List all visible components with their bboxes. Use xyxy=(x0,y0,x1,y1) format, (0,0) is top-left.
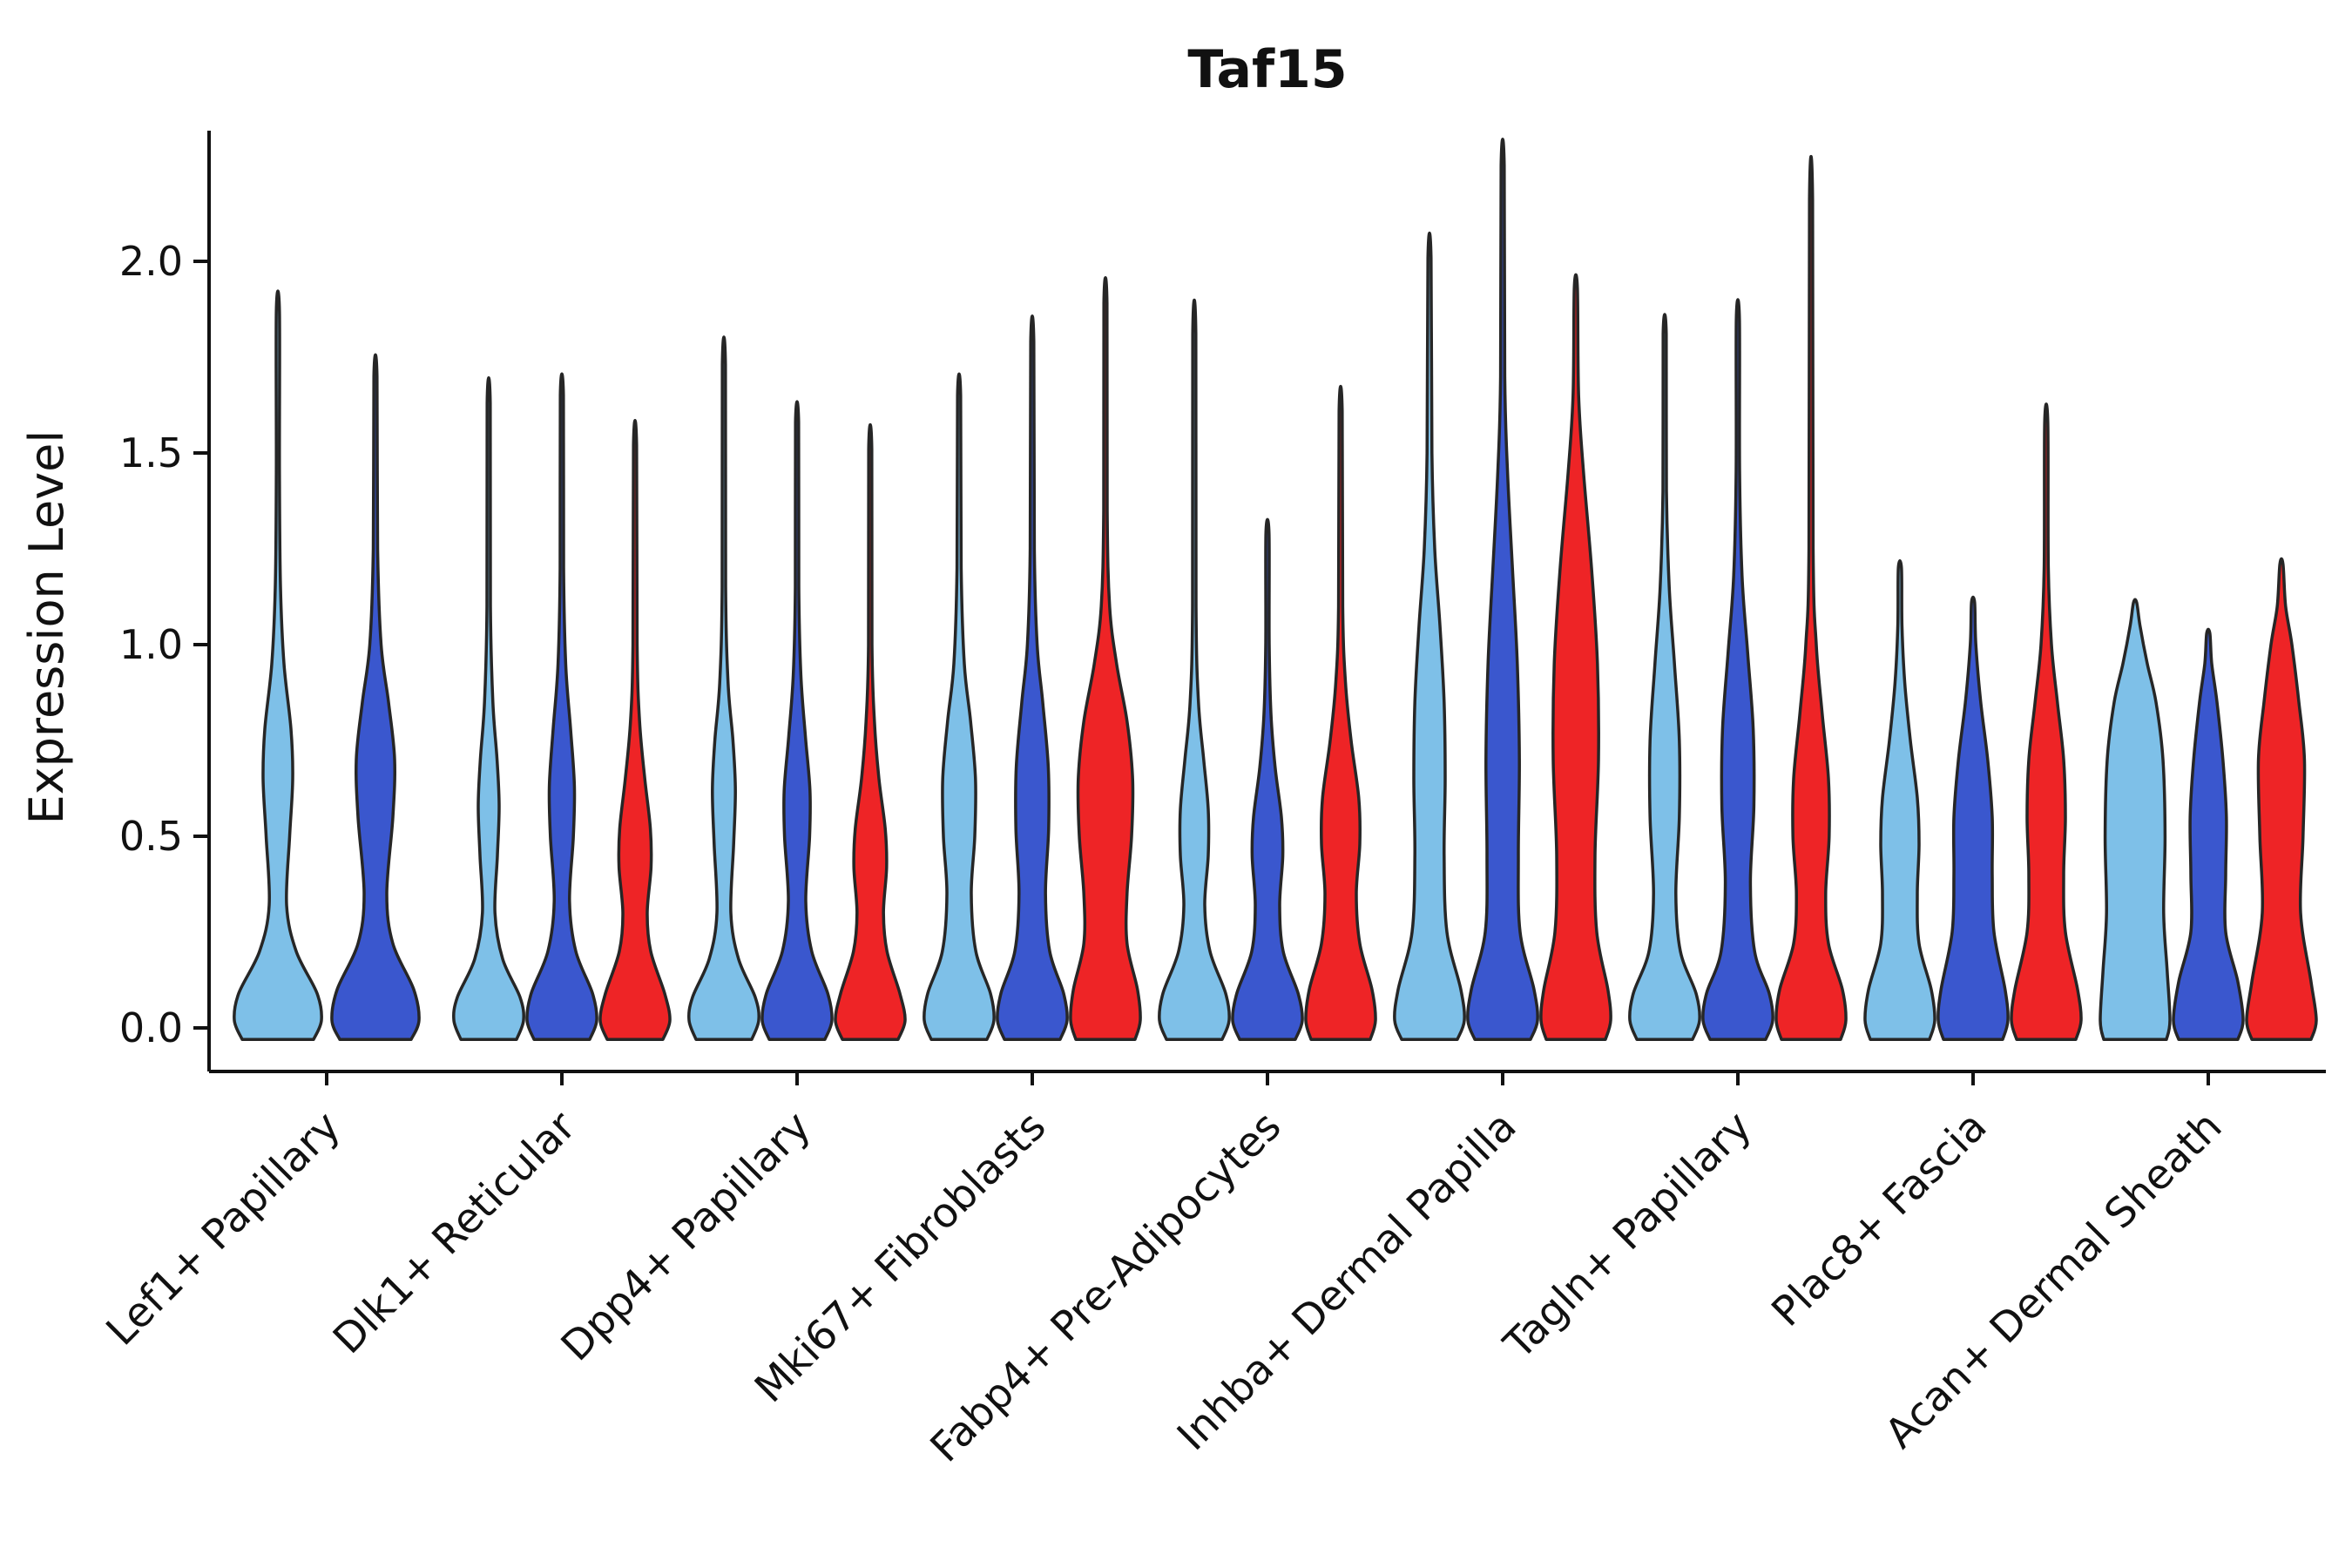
violin-dpp4-papillary-blue xyxy=(760,400,834,1041)
y-tick-label: 1.5 xyxy=(119,429,183,476)
violin-tagln-papillary-blue xyxy=(1701,298,1774,1041)
violin-plac8-fascia-red xyxy=(2010,402,2083,1041)
violin-fabp4-pre-adipocytes-blue xyxy=(1231,517,1304,1041)
violin-inhba-dermal-papilla-light_blue xyxy=(1393,232,1466,1041)
violin-mki67-fibroblasts-red xyxy=(1069,275,1142,1041)
violin-plac8-fascia-blue xyxy=(1936,595,2010,1041)
violin-acan-dermal-sheath-red xyxy=(2245,557,2318,1041)
y-tick-label: 1.0 xyxy=(119,621,183,668)
y-tick-label: 0.0 xyxy=(119,1004,183,1051)
violin-tagln-papillary-light_blue xyxy=(1628,313,1701,1041)
violins-layer xyxy=(233,138,2318,1041)
violin-mki67-fibroblasts-blue xyxy=(996,314,1069,1041)
violin-plac8-fascia-light_blue xyxy=(1863,559,1936,1041)
violin-lef1-papillary-blue xyxy=(330,353,421,1041)
violin-inhba-dermal-papilla-blue xyxy=(1466,138,1539,1041)
violin-tagln-papillary-red xyxy=(1774,154,1848,1041)
violin-dpp4-papillary-red xyxy=(834,423,907,1041)
violin-dpp4-papillary-light_blue xyxy=(687,335,760,1041)
violin-mki67-fibroblasts-light_blue xyxy=(923,372,996,1041)
violin-inhba-dermal-papilla-red xyxy=(1539,273,1612,1041)
violin-dlk1-reticular-blue xyxy=(525,372,598,1041)
y-axis-ticks: 0.0 0.5 1.0 1.5 2.0 xyxy=(119,238,209,1051)
y-tick-label: 2.0 xyxy=(119,238,183,285)
chart-title: Taf15 xyxy=(1187,39,1347,100)
violin-dlk1-reticular-red xyxy=(598,419,672,1041)
violin-lef1-papillary-light_blue xyxy=(233,289,323,1041)
y-axis-label: Expression Level xyxy=(19,430,74,825)
violin-dlk1-reticular-light_blue xyxy=(452,376,525,1041)
violin-acan-dermal-sheath-light_blue xyxy=(2099,598,2172,1041)
violin-fabp4-pre-adipocytes-red xyxy=(1304,385,1377,1041)
y-tick-label: 0.5 xyxy=(119,813,183,860)
violin-fabp4-pre-adipocytes-light_blue xyxy=(1158,299,1231,1041)
violin-acan-dermal-sheath-blue xyxy=(2172,627,2245,1041)
